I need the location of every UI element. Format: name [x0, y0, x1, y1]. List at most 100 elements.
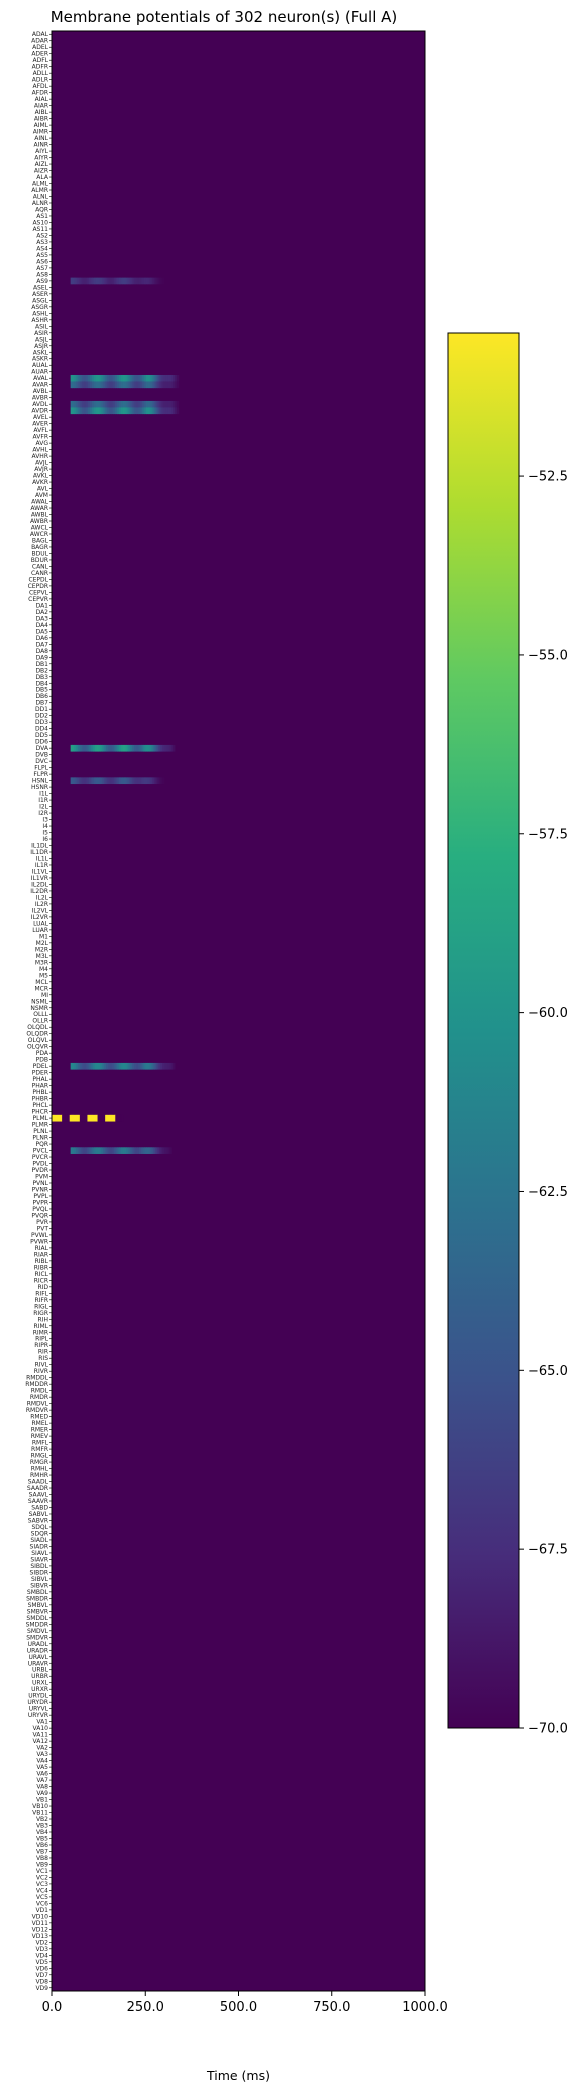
neuron-label: MCR [34, 985, 48, 992]
heatmap-cell [150, 777, 153, 785]
heatmap-cell [87, 1062, 90, 1070]
heatmap-cell [80, 381, 83, 389]
heatmap-cell [102, 744, 105, 752]
neuron-label: HSNR [31, 784, 48, 791]
neuron-label: FLPL [34, 765, 48, 772]
neuron-label: VD4 [35, 1952, 48, 1959]
heatmap-cell [78, 777, 82, 785]
neuron-label: DB3 [35, 674, 48, 681]
heatmap-cell [149, 407, 153, 415]
neuron-label: M1 [39, 933, 48, 940]
neuron-label: AVJL [35, 460, 49, 467]
heatmap-cell [109, 374, 112, 382]
neuron-label: AWAL [31, 499, 48, 506]
heatmap-cell [88, 407, 91, 415]
neuron-label: VD7 [35, 1972, 48, 1979]
heatmap-cell [104, 1147, 108, 1154]
neuron-label: AVBR [32, 395, 48, 402]
heatmap-cell [100, 277, 103, 285]
heatmap-cell [121, 1114, 124, 1122]
heatmap-cell [83, 744, 86, 752]
colorbar-ticks: −52.5 −55.0 −57.5 −60.0 −62.5 −65.0 −67.5 −70.0 [519, 470, 568, 1737]
heatmap-cell [110, 1147, 113, 1154]
neuron-label: AFDR [32, 90, 48, 97]
heatmap-cell [58, 1114, 60, 1122]
neuron-label: I5 [42, 830, 48, 837]
heatmap-cell [144, 1147, 147, 1154]
heatmap-cell [154, 744, 157, 752]
neuron-label: NSML [31, 998, 48, 1005]
neuron-label: URYDL [28, 1693, 48, 1700]
heatmap-cell [109, 407, 112, 415]
neuron-label: PHBL [32, 1089, 48, 1096]
neuron-label: AVKR [32, 479, 48, 486]
x-axis-label: Time (ms) [206, 2068, 270, 2083]
neuron-label: VA6 [36, 1771, 48, 1778]
neuron-label: CEPDL [28, 576, 48, 583]
neuron-label: SMDDL [26, 1615, 48, 1622]
neuron-label: SAADL [28, 1479, 49, 1486]
neuron-label: AS6 [36, 258, 48, 265]
heatmap-cell [70, 400, 73, 408]
heatmap-cell [74, 407, 77, 415]
heatmap-cell [144, 381, 147, 389]
colorbar-tick-label: −65.0 [528, 1364, 568, 1379]
heatmap-cell [75, 777, 78, 785]
heatmap-cell [105, 777, 108, 785]
heatmap-cell [89, 400, 93, 408]
neuron-label: VD6 [35, 1965, 48, 1972]
neuron-label: M5 [39, 972, 48, 979]
heatmap-cell [72, 381, 75, 389]
heatmap-cell [155, 407, 158, 415]
heatmap-cell [120, 381, 124, 389]
heatmap-cell [76, 407, 79, 415]
heatmap-cell [85, 1062, 88, 1070]
neuron-label: SIADR [30, 1543, 48, 1550]
heatmap-cell [80, 400, 83, 408]
neuron-label: AWBL [31, 512, 49, 519]
heatmap-cell [120, 400, 124, 408]
heatmap-cell [54, 1114, 57, 1122]
heatmap-cell [152, 744, 155, 752]
neuron-label: URYVL [29, 1706, 49, 1713]
heatmap-cell [117, 277, 120, 285]
neuron-label: I6 [42, 836, 48, 843]
heatmap-cell [93, 400, 97, 408]
neuron-label: VA10 [33, 1725, 49, 1732]
heatmap-cell [85, 777, 88, 785]
heatmap-cell [88, 277, 92, 285]
heatmap-cell [104, 744, 107, 752]
heatmap-cell [163, 407, 166, 415]
heatmap-cell [155, 277, 158, 285]
neuron-label: RIGR [33, 1310, 48, 1317]
heatmap-cell [153, 400, 157, 408]
heatmap-cell [137, 777, 140, 785]
neuron-label: AS1 [36, 213, 48, 220]
neuron-label: BDUR [31, 557, 48, 564]
heatmap-cell [117, 744, 120, 752]
heatmap-cell [173, 407, 176, 415]
heatmap-cell [123, 777, 127, 785]
neuron-label: VD2 [35, 1939, 48, 1946]
heatmap-cell [93, 277, 97, 285]
heatmap-cell [89, 1062, 92, 1070]
heatmap-cell [107, 400, 110, 408]
neuron-label: PHAL [32, 1076, 48, 1083]
heatmap-cell [132, 374, 135, 382]
heatmap-cell [72, 374, 75, 382]
neuron-label: DB5 [35, 687, 48, 694]
heatmap-cell [107, 381, 110, 389]
heatmap-cell [149, 374, 153, 382]
heatmap-cell [126, 1062, 129, 1070]
heatmap-cell [118, 277, 122, 285]
heatmap-cell [78, 400, 81, 408]
heatmap-cell [77, 1114, 79, 1122]
heatmap-cell [128, 407, 131, 415]
neuron-label: ADLR [32, 77, 48, 84]
neuron-label: RMHL [31, 1466, 49, 1473]
neuron-label: IL2L [36, 894, 49, 901]
heatmap-cell [119, 1114, 121, 1122]
heatmap-cell [95, 374, 99, 382]
heatmap-cell [86, 381, 89, 389]
heatmap-cell [148, 1062, 152, 1070]
